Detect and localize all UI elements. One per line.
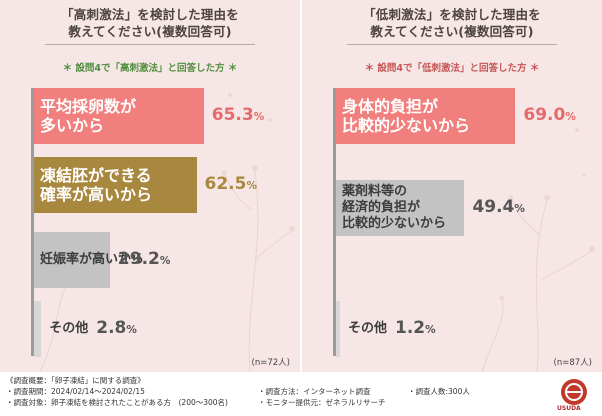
value-number: 2.8 [96,318,127,338]
right-title-line2: 教えてください(複数回答可) [370,24,534,39]
survey-target: ・調査対象：卵子凍結を検討されたことがある方 (200〜300名) [6,398,228,407]
left-sample-size: (n=72人) [251,358,290,368]
left-bar-label-2-line-1: 凍結胚ができる [40,166,152,185]
left-bar-2 [34,157,197,213]
left-title-line1: 「高刺激法」を検討した理由を [61,7,239,22]
right-bar-2 [336,180,465,236]
left-title-divider [45,44,255,45]
survey-footer: 《調査概要：「卵子凍結」に関する調査》 ・調査期間：2024/02/14〜202… [0,372,602,416]
left-value-label-1: 65.3% [212,105,264,125]
survey-period: ・調査期間：2024/02/14〜2024/02/15 [6,387,145,396]
left-bar-label-1-line-1: 平均採卵数が [40,97,137,116]
right-bar-label-2: 薬剤料等の 経済的負担が 比較的少ないから [342,184,446,232]
left-question-title: 「高刺激法」を検討した理由を 教えてください(複数回答可) [0,6,300,40]
right-bar-label-1-line-2: 比較的少ないから [342,116,471,135]
right-value-label-2: 49.4% [472,197,524,217]
floral-decoration [481,128,595,372]
monitor-provider: ・モニター提供元：ゼネラルリサーチ [258,398,386,407]
left-bar-4 [34,301,42,357]
left-respondent-note: ＊ 設問4で「高刺激法」と回答した方 ＊ [62,63,238,74]
right-respondent-note: ＊ 設問4で「低刺激法」と回答した方 ＊ [364,63,540,74]
right-bar-label-2-line-2: 経済的負担が [342,200,421,215]
survey-count: ・調査人数:300人 [408,387,470,396]
left-value-label-3: 29.2% [118,249,170,269]
right-bar-label-1-line-1: 身体的負担が [342,97,439,116]
right-bar-1 [336,88,516,144]
usuda-logo-icon [561,379,587,405]
right-value-label-1: 69.0% [523,105,575,125]
left-bar-label-3: 妊娠率が高いから [40,252,144,268]
right-value-label-3: 1.2% [395,318,436,338]
left-title-line2: 教えてください(複数回答可) [68,24,232,39]
value-unit: % [126,324,137,336]
value-number: 29.2 [117,249,160,269]
logo-text: USUDA [557,405,581,412]
value-number: 49.4 [472,197,515,217]
left-value-label-4: 2.8% [96,318,137,338]
left-bar-1 [34,88,204,144]
left-bar-label-1-line-2: 多いから [40,116,105,135]
value-number: 1.2 [395,318,426,338]
left-bar-label-4-line-1: その他 [49,321,89,336]
floral-decoration [39,93,295,372]
left-bar-label-2: 凍結胚ができる 確率が高いから [40,166,152,204]
left-bar-label-1: 平均採卵数が 多いから [40,97,136,135]
survey-overview: 《調査概要：「卵子凍結」に関する調査》 [6,376,145,385]
value-number: 65.3 [211,105,254,125]
value-unit: % [246,180,257,192]
right-bar-label-2-line-3: 比較的少ないから [342,216,447,231]
value-unit: % [565,111,576,123]
right-bar-label-3: その他 [348,321,387,337]
right-sample-size: (n=87人) [553,358,592,368]
value-number: 69.0 [523,105,566,125]
left-bar-label-2-line-2: 確率が高いから [40,185,153,204]
right-bar-label-2-line-1: 薬剤料等の [342,184,408,199]
right-bar-3 [336,301,340,357]
left-axis-line [31,88,34,356]
value-number: 62.5 [204,174,247,194]
left-bar-label-4: その他 [49,321,88,337]
value-unit: % [425,324,436,336]
value-unit: % [253,111,265,123]
right-panel: 「低刺激法」を検討した理由を 教えてください(複数回答可) ＊ 設問4で「低刺激… [302,0,602,372]
left-panel: 「高刺激法」を検討した理由を 教えてください(複数回答可) ＊ 設問4で「高刺激… [0,0,300,372]
left-value-label-2: 62.5% [205,174,257,194]
right-title-line1: 「低刺激法」を検討した理由を [363,7,541,22]
left-bar-label-3-line-1: 妊娠率が高いから [40,252,145,267]
left-bar-3 [34,232,110,288]
right-bar-label-3-line-1: その他 [348,321,388,336]
value-unit: % [159,255,171,267]
right-title-divider [347,44,557,45]
right-question-title: 「低刺激法」を検討した理由を 教えてください(複数回答可) [302,6,602,40]
right-bar-label-1: 身体的負担が 比較的少ないから [342,97,470,135]
right-axis-line [333,88,336,356]
value-unit: % [514,203,525,215]
survey-method: ・調査方法：インターネット調査 [258,387,371,396]
